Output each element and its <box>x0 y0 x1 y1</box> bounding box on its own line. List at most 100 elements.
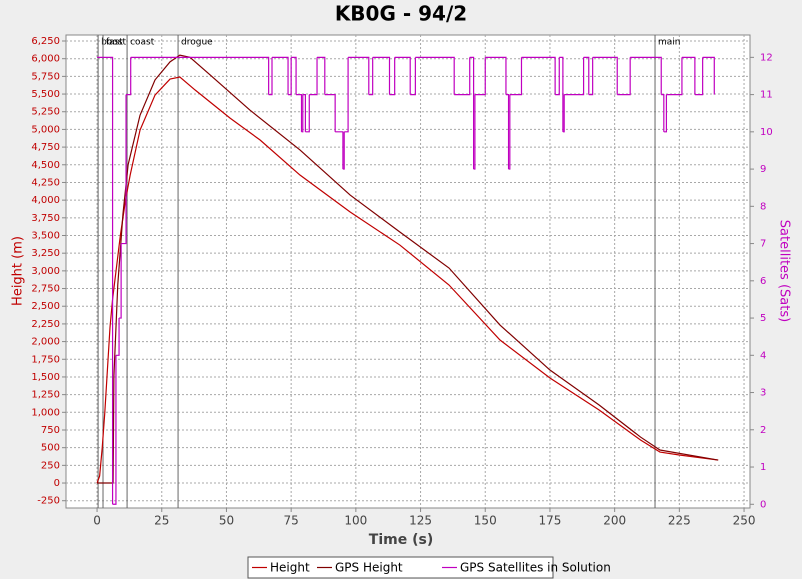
y2-tick-label: 4 <box>760 350 766 361</box>
x-tick-label: 225 <box>668 514 691 528</box>
series-step <box>588 57 594 96</box>
series-step <box>663 94 668 133</box>
series-step <box>474 57 486 96</box>
series-step <box>521 56 556 95</box>
series-step <box>115 318 120 356</box>
y-tick-label: 6,000 <box>31 54 60 65</box>
series-step <box>368 57 374 96</box>
y2-tick-label: 1 <box>760 462 766 473</box>
y-tick-label: 1,250 <box>31 390 60 401</box>
y2-tick-label: 7 <box>760 239 766 250</box>
y-tick-label: 1,500 <box>31 372 60 383</box>
y-tick-label: 1,750 <box>31 354 60 365</box>
series-step <box>630 56 662 95</box>
y-tick-label: 3,500 <box>31 231 60 242</box>
y-tick-label: 4,000 <box>31 195 60 206</box>
legend-label: GPS Satellites in Solution <box>460 561 611 575</box>
series-step <box>301 94 304 133</box>
series-step <box>130 56 270 95</box>
x-tick-label: 0 <box>93 514 101 528</box>
series-step <box>288 57 292 96</box>
series-step <box>335 131 344 170</box>
series-step <box>268 57 273 96</box>
event-label: boost <box>101 38 126 48</box>
y-tick-label: 5,000 <box>31 124 60 135</box>
x-tick-label: 25 <box>154 514 169 528</box>
chart-title: KB0G - 94/2 <box>335 2 467 26</box>
series-step <box>505 93 510 170</box>
y2-tick-label: 12 <box>760 52 773 63</box>
y2-tick-label: 11 <box>760 90 773 101</box>
x-tick-label: 175 <box>538 514 561 528</box>
y-axis-title: Height (m) <box>11 236 26 306</box>
x-tick-label: 50 <box>219 514 234 528</box>
series-step <box>562 94 565 133</box>
series-line <box>96 76 719 484</box>
series-step <box>564 57 585 96</box>
x-tick-label: 250 <box>733 514 756 528</box>
series-step <box>272 56 289 95</box>
series-step <box>394 56 411 95</box>
y2-tick-label: 10 <box>760 127 773 138</box>
series-step <box>372 56 391 95</box>
x-tick-label: 200 <box>603 514 626 528</box>
series-step <box>302 93 306 132</box>
y-tick-label: 0 <box>54 478 60 489</box>
series-step <box>344 57 349 133</box>
series-step <box>617 57 631 96</box>
series-step <box>348 56 370 95</box>
series-step <box>555 57 560 96</box>
event-label: fast <box>106 38 123 48</box>
series-step <box>126 57 132 96</box>
series-step <box>291 56 297 95</box>
series-step <box>410 57 416 96</box>
x-axis-title: Time (s) <box>369 532 433 548</box>
series-step <box>305 94 310 133</box>
series-step <box>317 56 326 95</box>
series-step <box>473 94 476 170</box>
series-step <box>389 57 396 96</box>
y2-tick-label: 3 <box>760 388 766 399</box>
series-step <box>309 57 318 96</box>
y-tick-label: 5,250 <box>31 107 60 118</box>
event-label: coast <box>130 38 155 48</box>
legend <box>247 556 554 579</box>
y-tick-label: 500 <box>41 443 60 454</box>
y-tick-label: 2,500 <box>31 301 60 312</box>
y2-axis-title: Satellites (Sats) <box>777 220 792 322</box>
x-tick-label: 150 <box>474 514 497 528</box>
series-step <box>415 56 455 95</box>
series-step <box>119 243 122 319</box>
series-step <box>508 94 511 170</box>
y-tick-label: 5,500 <box>31 89 60 100</box>
legend-label: GPS Height <box>335 561 403 575</box>
legend-label: Height <box>270 561 310 575</box>
series-line <box>97 54 719 484</box>
y-tick-label: 1,000 <box>31 407 60 418</box>
y-tick-label: 4,500 <box>31 160 60 171</box>
series-step <box>592 56 618 95</box>
event-label: main <box>658 38 681 48</box>
y-tick-label: 2,000 <box>31 337 60 348</box>
plot-area <box>65 34 751 509</box>
event-label: drogue <box>181 38 213 48</box>
series-step <box>485 56 507 95</box>
y-tick-label: 4,250 <box>31 177 60 188</box>
series-step <box>509 57 523 96</box>
x-tick-label: 100 <box>344 514 367 528</box>
y-tick-label: 2,750 <box>31 284 60 295</box>
y2-tick-label: 9 <box>760 164 766 175</box>
y2-tick-label: 5 <box>760 313 766 324</box>
y-tick-label: 5,750 <box>31 71 60 82</box>
y-tick-label: 3,250 <box>31 248 60 259</box>
y2-tick-label: 2 <box>760 425 766 436</box>
series-step <box>694 57 704 96</box>
y-tick-label: 6,250 <box>31 36 60 47</box>
series-step <box>583 56 590 95</box>
series-step <box>342 131 345 170</box>
series-step <box>121 94 127 245</box>
series-step <box>97 56 114 505</box>
y2-tick-label: 8 <box>760 201 766 212</box>
